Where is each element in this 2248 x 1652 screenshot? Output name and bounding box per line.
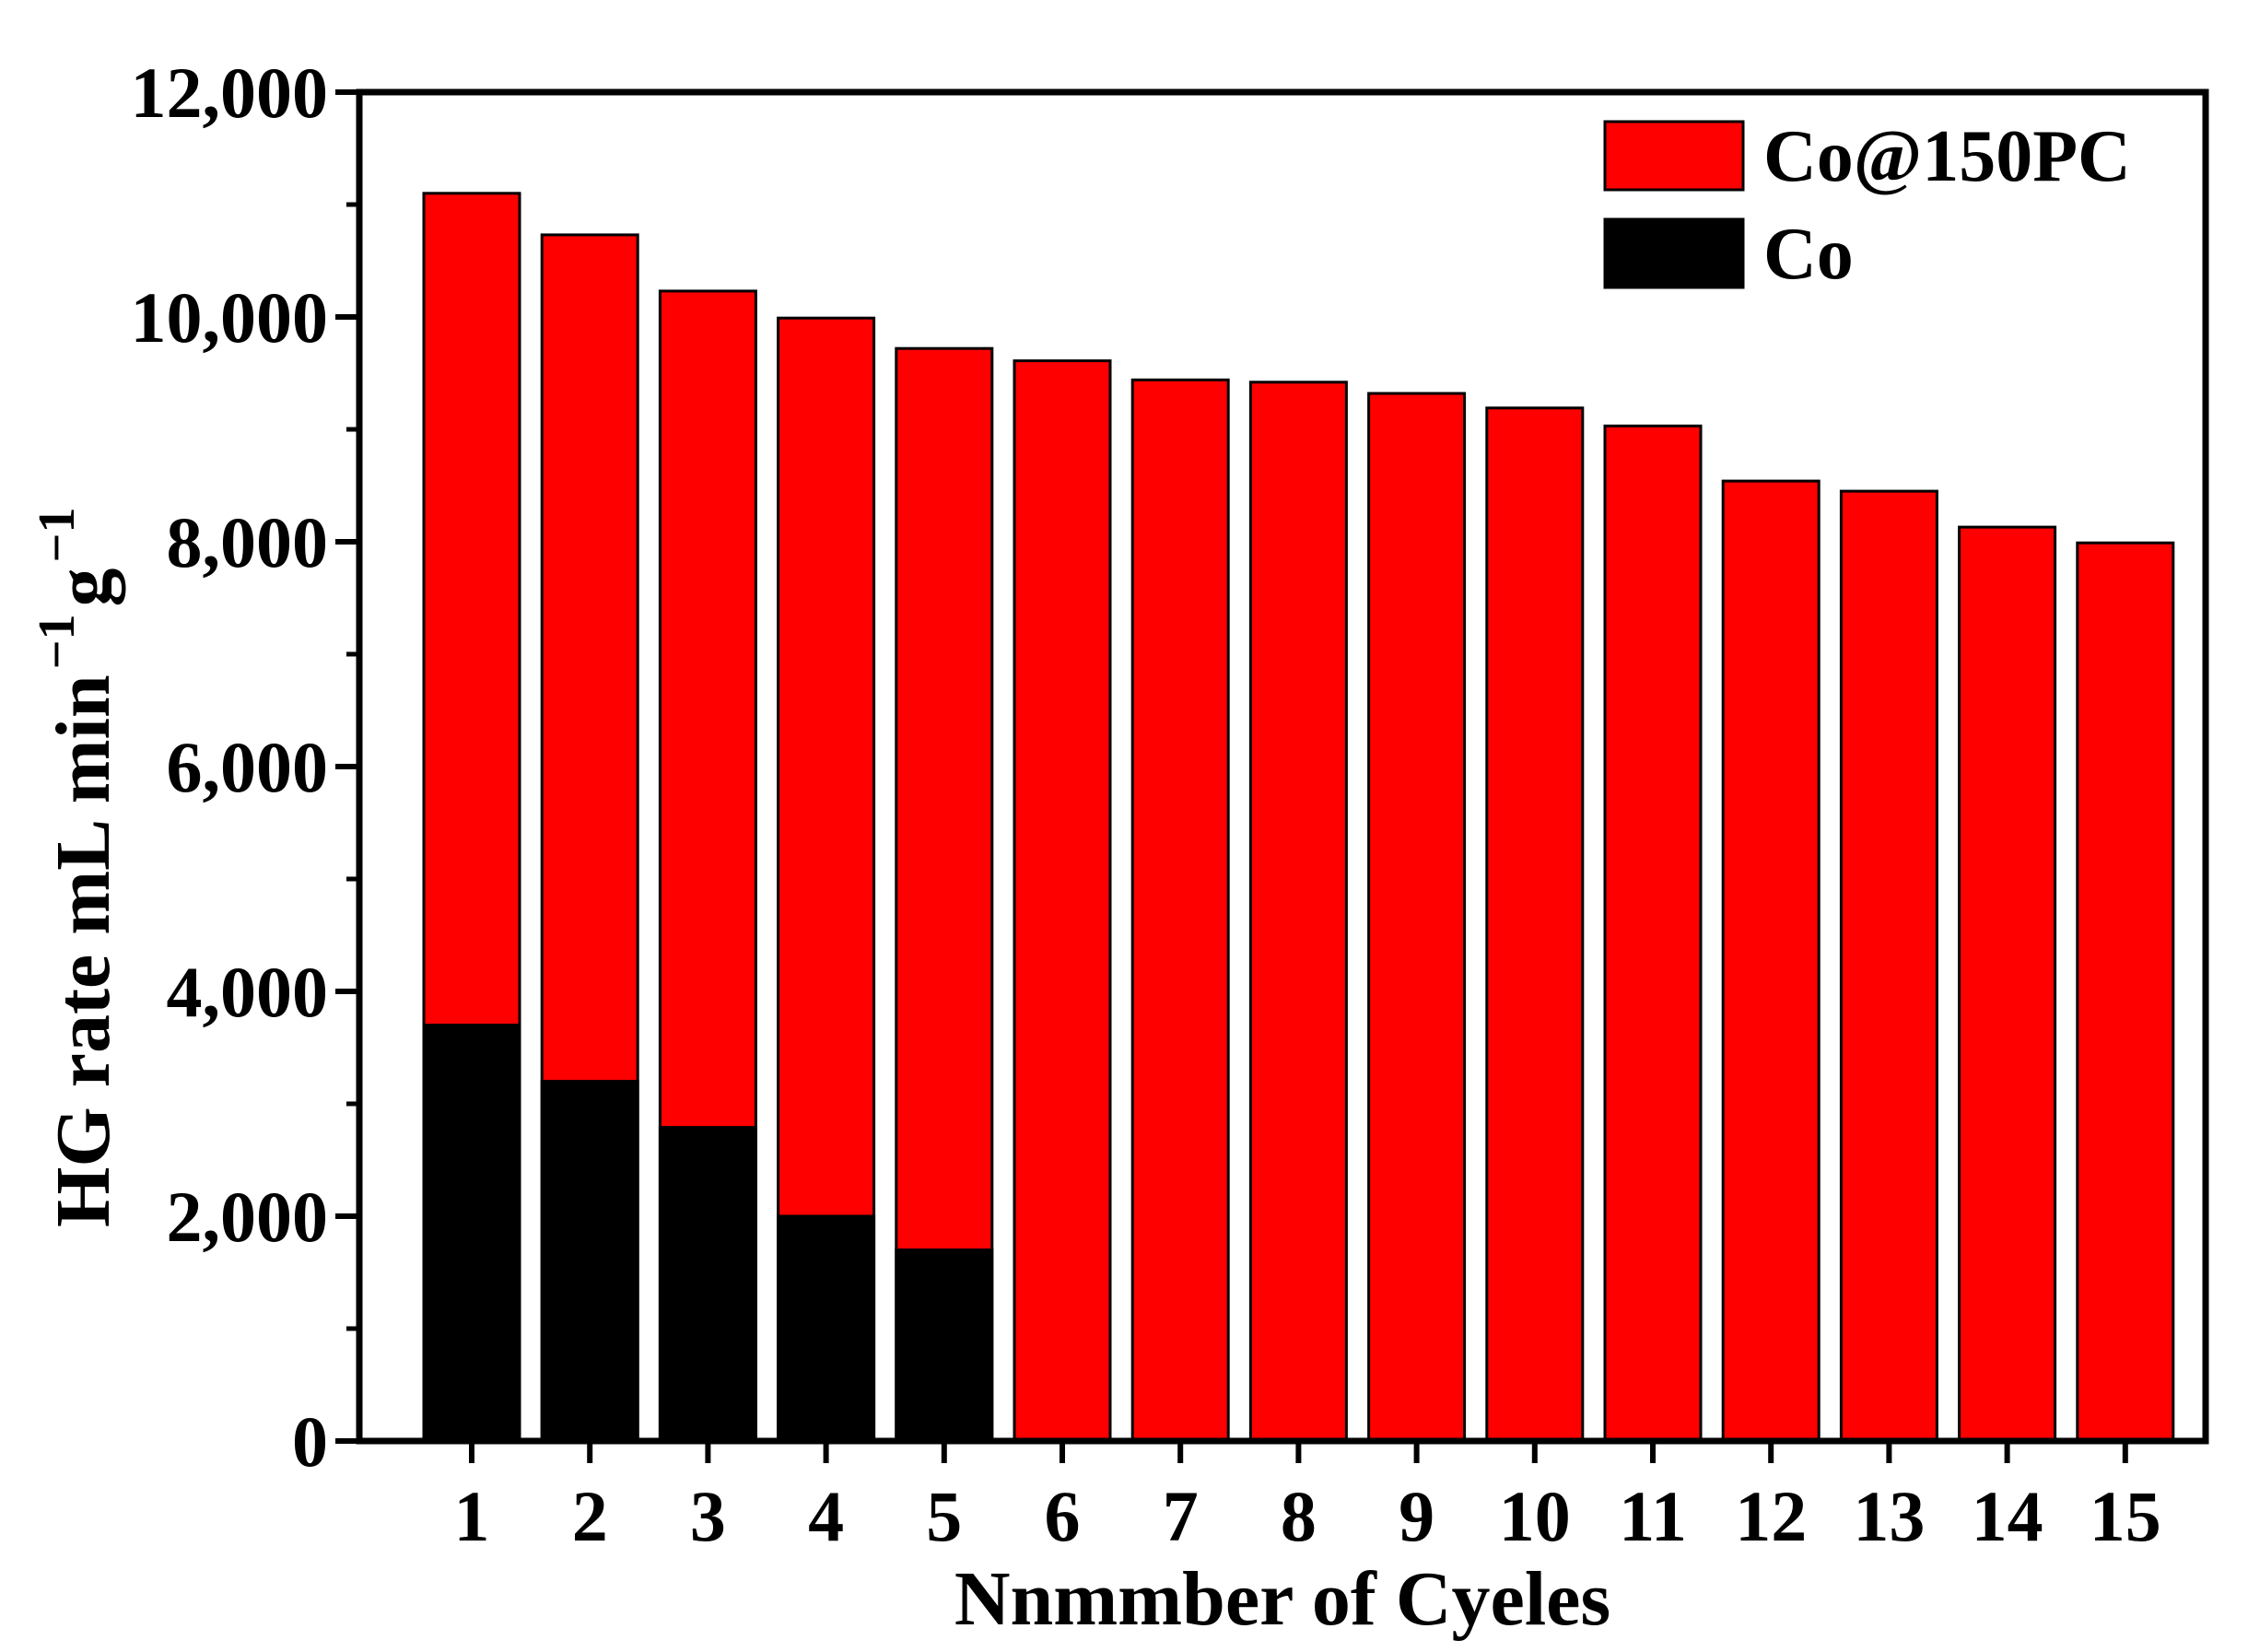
bar-co150pc-14 bbox=[1958, 525, 2057, 1443]
x-axis: 1 2 3 4 5 6 7 8 9 10 11 12 13 14 15 bbox=[454, 1441, 2161, 1556]
bar-co150pc-6 bbox=[1013, 359, 1112, 1443]
legend-swatch bbox=[1603, 217, 1745, 289]
bar-co150pc-10 bbox=[1485, 406, 1585, 1443]
bar-co150pc-12 bbox=[1721, 479, 1821, 1443]
y-tick-label: 4,000 bbox=[167, 952, 329, 1032]
x-tick-label: 11 bbox=[1619, 1476, 1687, 1556]
x-axis-title: Nnmmber of Cyeles bbox=[954, 1556, 1610, 1642]
bar-co150pc-7 bbox=[1130, 378, 1230, 1443]
bar-co150pc-11 bbox=[1603, 424, 1703, 1443]
x-tick-label: 15 bbox=[2090, 1476, 2161, 1556]
y-tick-label: 10,000 bbox=[131, 277, 329, 357]
legend-label: Co bbox=[1763, 214, 1854, 295]
y-axis-title-min-exponent: −1 bbox=[29, 614, 86, 669]
x-tick-label: 6 bbox=[1045, 1476, 1081, 1556]
bars-layer bbox=[422, 192, 2175, 1443]
y-axis-title-main: HG rate mL min bbox=[41, 674, 126, 1227]
x-tick-label: 10 bbox=[1499, 1476, 1571, 1556]
bar-co150pc-15 bbox=[2076, 541, 2175, 1443]
y-axis-title-g-exponent: −1 bbox=[29, 508, 86, 563]
y-tick-label: 0 bbox=[292, 1401, 328, 1482]
x-tick-label: 12 bbox=[1735, 1476, 1807, 1556]
y-axis-title-g: g bbox=[41, 568, 126, 606]
x-tick-label: 3 bbox=[690, 1476, 726, 1556]
legend-swatch bbox=[1603, 120, 1745, 192]
y-tick-label: 2,000 bbox=[167, 1177, 329, 1257]
x-tick-label: 8 bbox=[1281, 1476, 1317, 1556]
x-tick-label: 2 bbox=[572, 1476, 608, 1556]
x-tick-label: 9 bbox=[1399, 1476, 1434, 1556]
x-tick-label: 7 bbox=[1163, 1476, 1199, 1556]
bar-co-4 bbox=[777, 1214, 876, 1443]
legend-label: Co@150PC bbox=[1763, 116, 2131, 197]
bar-co150pc-8 bbox=[1248, 381, 1348, 1443]
bar-co150pc-9 bbox=[1367, 392, 1467, 1443]
x-tick-label: 1 bbox=[454, 1476, 490, 1556]
bar-co-5 bbox=[895, 1248, 994, 1443]
legend: Co@150PC Co bbox=[1603, 116, 2131, 295]
y-tick-label: 6,000 bbox=[167, 727, 329, 807]
x-tick-label: 4 bbox=[808, 1476, 844, 1556]
bar-co-2 bbox=[540, 1080, 639, 1443]
x-tick-label: 13 bbox=[1853, 1476, 1925, 1556]
x-tick-label: 14 bbox=[1972, 1476, 2043, 1556]
bar-co-3 bbox=[658, 1126, 757, 1443]
bar-co150pc-13 bbox=[1839, 489, 1938, 1443]
y-axis: 0 2,000 4,000 6,000 8,000 10,000 12,000 bbox=[131, 53, 359, 1482]
y-axis-title: HG rate mL min−1g−1 bbox=[29, 508, 126, 1227]
bar-co-1 bbox=[422, 1024, 521, 1443]
y-tick-label: 8,000 bbox=[167, 502, 329, 582]
y-tick-label: 12,000 bbox=[131, 53, 329, 133]
x-tick-label: 5 bbox=[926, 1476, 962, 1556]
